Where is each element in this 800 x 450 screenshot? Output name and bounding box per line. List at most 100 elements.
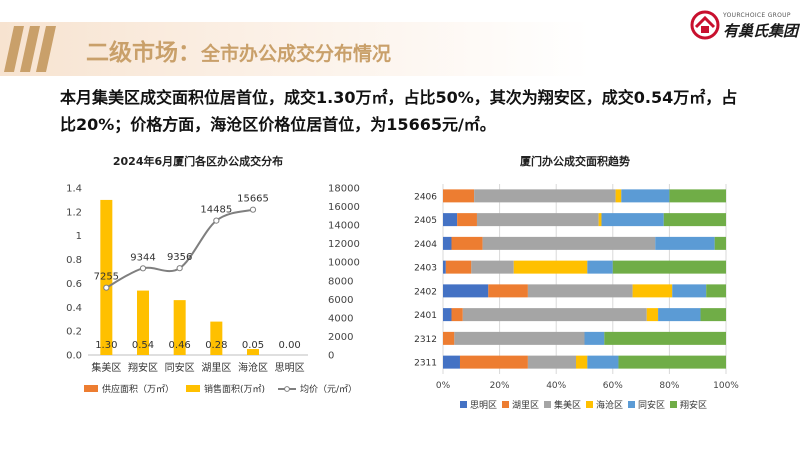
chart1-ytick-left: 0.8 xyxy=(66,255,82,266)
chart1-ytick-left: 0.6 xyxy=(66,279,82,290)
chart2-bar-segment xyxy=(604,331,726,345)
chart2-y-label: 2401 xyxy=(414,311,437,321)
header-stripes xyxy=(4,26,56,72)
chart1-price-point xyxy=(103,284,110,291)
chart1-x-label: 翔安区 xyxy=(128,361,158,374)
chart2-bar-segment xyxy=(621,189,670,203)
chart1-ytick-right: 0 xyxy=(328,351,334,362)
chart2-bar-segment xyxy=(459,355,528,369)
header-band xyxy=(0,22,590,76)
chart2-bar-segment xyxy=(584,331,605,345)
chart1-price-point xyxy=(213,217,220,224)
chart2-bar-segment xyxy=(443,355,460,369)
chart2-x-tick: 80% xyxy=(659,381,679,391)
chart2-bar-segment xyxy=(443,213,458,227)
chart2-bar-segment xyxy=(443,308,452,322)
chart1-ytick-right: 14000 xyxy=(328,221,360,232)
logo-english: YOURCHOICE GROUP xyxy=(723,12,791,19)
chart2-bar-segment xyxy=(706,284,726,298)
chart1-bar-sales xyxy=(173,300,186,355)
chart1-legend-price: 均价（元/㎡） xyxy=(300,383,357,395)
chart2-bar-segment xyxy=(454,331,585,345)
chart2-legend-label: 思明区 xyxy=(470,400,497,411)
chart1-ytick-right: 2000 xyxy=(328,332,353,343)
chart2-y-label: 2403 xyxy=(414,264,437,274)
district-distribution-chart: 2024年6月厦门各区办公成交分布 0.0 0.2 0.4 0.6 0.8 1 1.2 1.4 0… xyxy=(66,154,360,395)
chart2-bar-segment xyxy=(587,260,613,274)
chart2-legend-label: 集美区 xyxy=(554,399,581,411)
chart2-x-tick: 40% xyxy=(546,381,566,391)
chart1-ytick-left: 1.4 xyxy=(66,184,82,195)
chart2-bar-segment xyxy=(598,213,602,227)
chart2-bar-segment xyxy=(443,284,489,298)
chart1-x-label: 海沧区 xyxy=(238,361,268,374)
chart2-bar-segment xyxy=(646,308,659,322)
chart2-bar-segment xyxy=(669,189,726,203)
summary-text: 本月集美区成交面积位居首位，成交1.30万㎡，占比50%，其次为翔安区，成交0.… xyxy=(60,84,760,138)
chart1-ytick-left: 0.2 xyxy=(66,327,82,338)
chart2-bar-segment xyxy=(451,236,483,250)
chart2-bar-segment xyxy=(443,260,446,274)
chart2-bar-segment xyxy=(714,236,726,250)
chart1-price-label: 7255 xyxy=(94,272,119,283)
chart2-legend-label: 海沧区 xyxy=(596,399,623,411)
chart1-ytick-right: 8000 xyxy=(328,276,353,287)
chart2-bar-segment xyxy=(700,308,726,322)
chart2-legend-swatch xyxy=(628,401,635,408)
chart2-bar-segment xyxy=(672,284,707,298)
area-trend-chart: 厦门办公成交面积趋势 0% 20% 40% 60% 80% 100% 2406 2405 2404… xyxy=(414,154,739,411)
chart2-x-tick: 60% xyxy=(603,381,623,391)
chart2-y-label: 2404 xyxy=(414,240,437,250)
chart2-y-label: 2406 xyxy=(414,192,437,202)
chart1-bar-sales xyxy=(247,349,259,355)
chart1-ytick-right: 18000 xyxy=(328,184,360,195)
chart1-legend-marker-price xyxy=(284,386,290,392)
chart1-price-label: 14485 xyxy=(200,205,232,216)
chart1-legend-supply: 供应面积（万㎡） xyxy=(102,383,174,395)
company-logo: YOURCHOICE GROUP 有巢氏集团 xyxy=(690,6,798,46)
chart2-bar-segment xyxy=(462,308,647,322)
chart2-bar-segment xyxy=(513,260,588,274)
chart2-legend-swatch xyxy=(544,401,551,408)
chart2-legend-label: 湖里区 xyxy=(512,400,539,411)
chart2-bar-segment xyxy=(663,213,726,227)
chart1-ytick-left: 0.0 xyxy=(66,351,82,362)
chart1-bar-label: 0.28 xyxy=(205,340,227,351)
chart2-bar-segment xyxy=(482,236,656,250)
chart1-price-point xyxy=(249,206,257,213)
chart2-bar-segment xyxy=(474,189,616,203)
chart2-bar-segment xyxy=(488,284,528,298)
chart2-bar-segment xyxy=(443,331,455,345)
chart1-price-label: 15665 xyxy=(237,194,269,205)
chart1-bar-sales xyxy=(137,290,149,355)
chart1-legend-swatch-sales xyxy=(186,385,200,392)
chart2-title: 厦门办公成交面积趋势 xyxy=(520,154,630,168)
chart2-y-label: 2311 xyxy=(414,359,437,369)
chart1-price-point xyxy=(139,265,147,272)
chart2-bar-segment xyxy=(612,260,726,274)
summary-line-1: 本月集美区成交面积位居首位，成交1.30万㎡，占比50%，其次为翔安区，成交0.… xyxy=(60,88,738,107)
chart2-bar-segment xyxy=(527,355,577,369)
chart1-ytick-right: 4000 xyxy=(328,313,353,324)
chart2-bar-segment xyxy=(457,213,477,227)
chart1-title: 2024年6月厦门各区办公成交分布 xyxy=(113,154,283,168)
page-subtitle: 全市办公成交分布情况 xyxy=(201,43,392,65)
chart1-ytick-right: 12000 xyxy=(328,239,360,250)
chart1-legend-swatch-supply xyxy=(84,385,98,392)
chart1-x-label: 湖里区 xyxy=(201,362,231,374)
chart2-legend-swatch xyxy=(502,401,509,408)
chart2-bar-segment xyxy=(445,260,472,274)
chart2-bar-segment xyxy=(658,308,701,322)
chart1-ytick-left: 0.4 xyxy=(66,303,82,314)
chart2-legend-swatch xyxy=(586,401,593,408)
chart2-bar-segment xyxy=(471,260,514,274)
chart1-bar-sales xyxy=(100,199,113,355)
chart1-price-label: 9344 xyxy=(130,252,155,263)
chart1-x-label: 思明区 xyxy=(275,362,305,374)
chart1-bar-label: 1.30 xyxy=(95,340,117,351)
chart2-y-label: 2402 xyxy=(414,287,437,297)
chart2-bar-segment xyxy=(632,284,673,298)
chart2-x-tick: 20% xyxy=(490,381,510,391)
chart2-legend-label: 同安区 xyxy=(638,399,665,411)
